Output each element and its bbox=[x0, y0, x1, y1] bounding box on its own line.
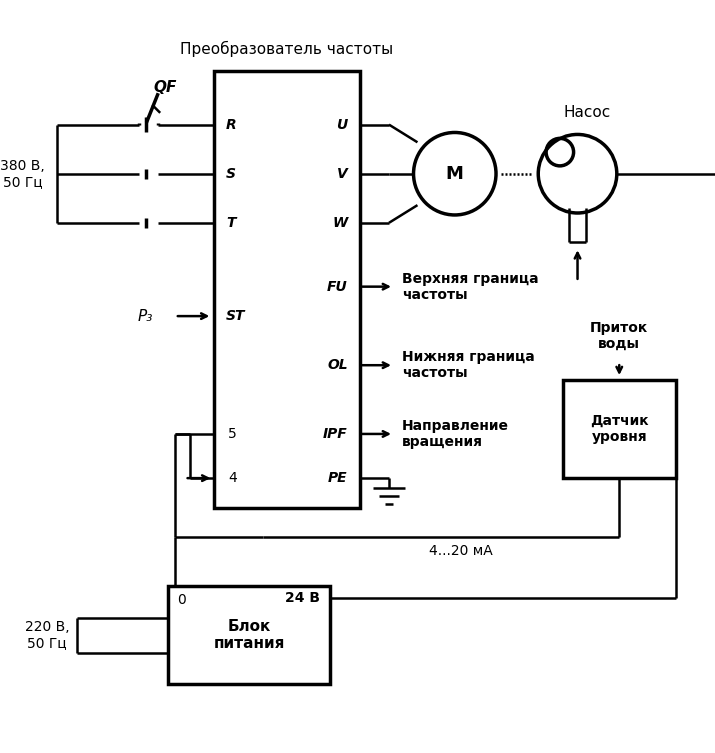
Text: IPF: IPF bbox=[323, 427, 347, 441]
Text: QF: QF bbox=[153, 80, 177, 95]
Text: Насос: Насос bbox=[563, 105, 611, 120]
Text: Направление
вращения: Направление вращения bbox=[402, 419, 509, 449]
Text: 220 В,
50 Гц: 220 В, 50 Гц bbox=[25, 620, 69, 651]
Text: R: R bbox=[226, 117, 237, 132]
Text: Приток
воды: Приток воды bbox=[590, 321, 649, 351]
Text: 24 В: 24 В bbox=[285, 591, 320, 605]
Text: 4: 4 bbox=[228, 471, 237, 485]
Text: Нижняя граница
частоты: Нижняя граница частоты bbox=[402, 350, 535, 380]
Bar bbox=[563, 380, 676, 478]
Text: P₃: P₃ bbox=[138, 309, 153, 324]
Text: Блок
питания: Блок питания bbox=[213, 619, 285, 651]
Text: 380 В,
50 Гц: 380 В, 50 Гц bbox=[0, 159, 45, 189]
Text: U: U bbox=[337, 117, 347, 132]
Text: OL: OL bbox=[327, 358, 347, 372]
Text: М: М bbox=[446, 165, 464, 183]
Text: W: W bbox=[332, 216, 347, 230]
Text: Датчик
уровня: Датчик уровня bbox=[590, 414, 649, 444]
Text: PE: PE bbox=[328, 471, 347, 485]
Bar bbox=[214, 71, 360, 508]
Text: Верхняя граница
частоты: Верхняя граница частоты bbox=[402, 272, 538, 302]
Text: ST: ST bbox=[226, 309, 245, 323]
Text: Преобразователь частоты: Преобразователь частоты bbox=[180, 41, 393, 57]
Text: FU: FU bbox=[327, 279, 347, 294]
Bar bbox=[168, 586, 330, 684]
Text: 5: 5 bbox=[228, 427, 237, 441]
Text: V: V bbox=[337, 166, 347, 181]
Text: 4...20 мА: 4...20 мА bbox=[429, 544, 493, 558]
Text: T: T bbox=[226, 216, 235, 230]
Text: 0: 0 bbox=[177, 593, 186, 607]
Text: S: S bbox=[226, 166, 236, 181]
